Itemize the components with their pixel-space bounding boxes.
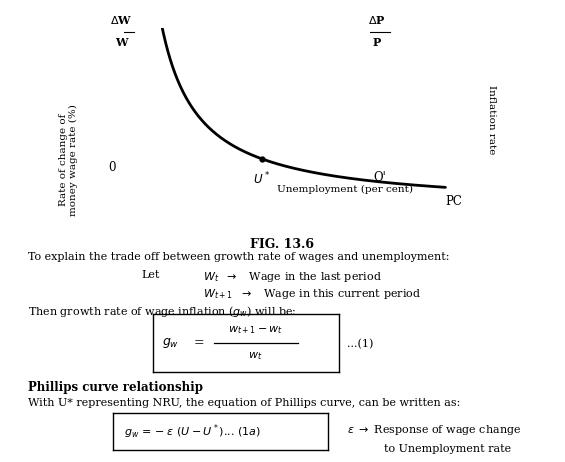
- Text: $g_w$ = $-$ $\varepsilon$ $(U - U^*)$... $(1a)$: $g_w$ = $-$ $\varepsilon$ $(U - U^*)$...…: [124, 422, 260, 441]
- Text: $U^*$: $U^*$: [254, 170, 271, 187]
- Text: =: =: [194, 336, 204, 350]
- Text: PC: PC: [445, 195, 462, 208]
- Text: Rate of change of
money wage rate (%): Rate of change of money wage rate (%): [59, 104, 79, 216]
- Text: Inflation rate: Inflation rate: [487, 85, 496, 154]
- Text: $\Delta$W: $\Delta$W: [110, 14, 132, 26]
- Text: Then growth rate of wage inflation ($g_w$) will be:: Then growth rate of wage inflation ($g_w…: [28, 304, 297, 319]
- Text: $w_{t+1} - w_t$: $w_{t+1} - w_t$: [228, 324, 282, 336]
- Text: Let: Let: [141, 270, 160, 280]
- Text: P: P: [372, 37, 381, 48]
- Text: $w_t$: $w_t$: [248, 350, 262, 362]
- Text: $\Delta$P: $\Delta$P: [368, 14, 385, 26]
- Text: W: W: [115, 37, 127, 48]
- Text: $g_w$: $g_w$: [162, 336, 179, 350]
- Text: 0: 0: [108, 162, 116, 175]
- Text: Phillips curve relationship: Phillips curve relationship: [28, 381, 203, 394]
- Text: $\varepsilon$ $\rightarrow$ Response of wage change: $\varepsilon$ $\rightarrow$ Response of …: [347, 423, 521, 437]
- Text: To explain the trade off between growth rate of wages and unemployment:: To explain the trade off between growth …: [28, 252, 450, 262]
- Text: ...(1): ...(1): [347, 339, 374, 349]
- Text: O': O': [373, 170, 386, 184]
- Text: $W_{t+1}$  $\rightarrow$   Wage in this current period: $W_{t+1}$ $\rightarrow$ Wage in this cur…: [203, 287, 421, 301]
- Text: FIG. 13.6: FIG. 13.6: [250, 238, 315, 251]
- Text: to Unemployment rate: to Unemployment rate: [384, 444, 511, 455]
- Text: With U* representing NRU, the equation of Phillips curve, can be written as:: With U* representing NRU, the equation o…: [28, 398, 460, 408]
- Text: $W_t$  $\rightarrow$   Wage in the last period: $W_t$ $\rightarrow$ Wage in the last per…: [203, 270, 383, 284]
- Text: Unemployment (per cent): Unemployment (per cent): [277, 185, 412, 194]
